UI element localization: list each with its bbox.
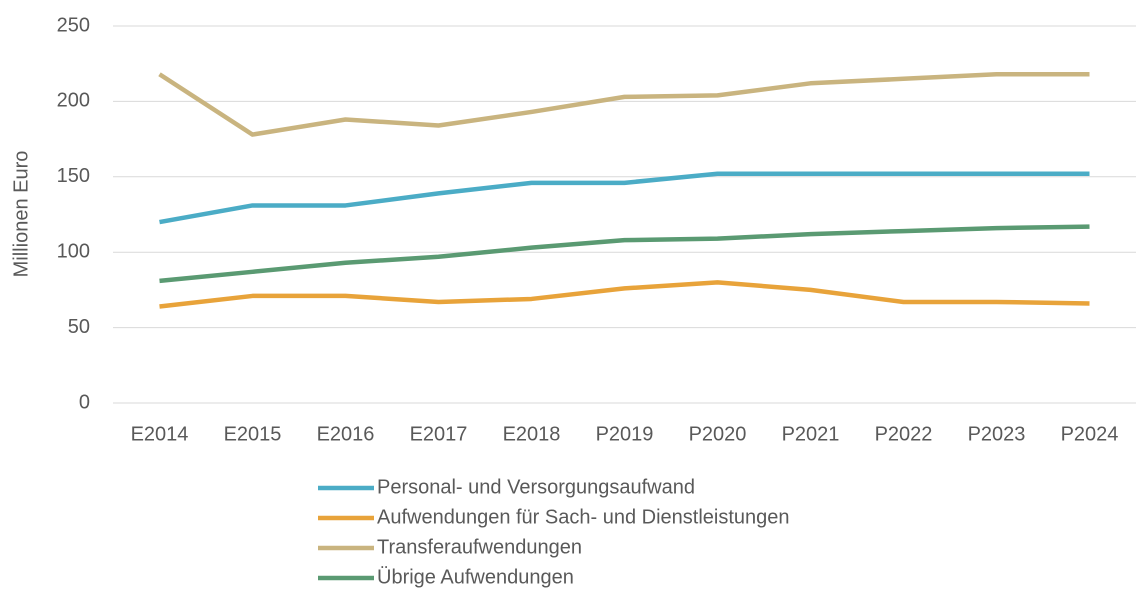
y-tick-label: 100 (57, 240, 90, 262)
x-tick-label: E2015 (224, 423, 282, 445)
legend-label: Aufwendungen für Sach- und Dienstleistun… (377, 506, 790, 528)
legend-label: Transferaufwendungen (377, 536, 582, 558)
y-tick-label: 250 (57, 14, 90, 36)
x-tick-label: E2014 (131, 423, 189, 445)
x-tick-label: P2019 (596, 423, 654, 445)
y-axis-label: Millionen Euro (10, 151, 32, 278)
x-tick-label: P2022 (875, 423, 933, 445)
y-tick-label: 150 (57, 165, 90, 187)
y-tick-label: 0 (79, 391, 90, 413)
x-tick-label: P2024 (1061, 423, 1119, 445)
series-line (159, 171, 1090, 225)
series-line (159, 280, 1090, 309)
series-line (159, 224, 1090, 284)
x-tick-label: E2016 (317, 423, 375, 445)
x-tick-label: P2020 (689, 423, 747, 445)
y-tick-label: 50 (68, 316, 90, 338)
legend-label: Übrige Aufwendungen (377, 566, 574, 588)
y-tick-label: 200 (57, 90, 90, 112)
x-tick-label: E2017 (410, 423, 468, 445)
legend-label: Personal- und Versorgungsaufwand (377, 476, 695, 498)
x-tick-label: P2021 (782, 423, 840, 445)
series-line (158, 72, 1090, 137)
x-tick-label: P2023 (968, 423, 1026, 445)
x-tick-label: E2018 (503, 423, 561, 445)
